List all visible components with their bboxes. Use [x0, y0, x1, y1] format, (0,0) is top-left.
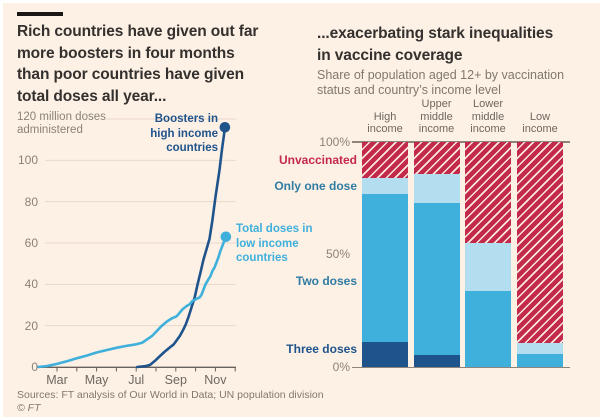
y-tick-label-20: 20 [24, 318, 38, 333]
bar-low-income [517, 142, 563, 367]
bar-segment-two-doses [465, 290, 511, 367]
bar-segment-unvaccinated [362, 142, 408, 178]
segment-label-two-doses: Two doses [295, 273, 357, 288]
copyright-ft: © FT [17, 402, 41, 414]
y-axis-label: 120 million doses administered [17, 111, 106, 136]
bar-segment-three-doses [413, 354, 460, 367]
y-tick-label-40: 40 [24, 277, 38, 292]
series-end-dot-1 [220, 231, 232, 243]
bar-segment-unvaccinated [413, 142, 460, 174]
y-tick-label-100: 100 [17, 153, 38, 168]
bar-chart-top-axis [352, 141, 570, 143]
column-header-4: Low income [522, 110, 558, 136]
segment-label-three-doses: Three doses [286, 341, 357, 356]
bar-segment-unvaccinated [517, 142, 563, 344]
bar-segment-only-one-dose [517, 343, 563, 354]
bar-upper-middle-income [413, 142, 460, 367]
segment-label-unvaccinated: Unvaccinated [278, 152, 357, 167]
bar-segment-two-doses [362, 193, 408, 343]
pct-tick-50%: 50% [325, 247, 350, 262]
x-tick-label-Jul: Jul [128, 373, 145, 387]
bar-segment-only-one-dose [465, 243, 511, 291]
x-tick-label-May: May [84, 373, 109, 387]
pct-tick-0%: 0% [332, 360, 350, 374]
title-rule [17, 12, 63, 16]
bar-segment-two-doses [517, 353, 563, 367]
bar-chart-bottom-axis [352, 366, 570, 368]
pct-tick-100%: 100% [319, 134, 350, 149]
series-line-0 [135, 126, 227, 369]
bar-segment-three-doses [362, 342, 408, 367]
left-chart-title: Rich countries have given out far more b… [17, 23, 259, 105]
x-tick-label-Nov: Nov [204, 373, 227, 387]
y-tick-label-0: 0 [31, 360, 38, 374]
y-tick-label-80: 80 [24, 194, 38, 209]
x-tick-label-Sep: Sep [164, 373, 187, 387]
segment-label-only-one-dose: Only one dose [274, 178, 357, 193]
bar-segment-only-one-dose [362, 178, 408, 194]
sources-line: Sources: FT analysis of Our World in Dat… [17, 389, 324, 401]
column-header-1: High income [367, 110, 403, 136]
bar-segment-two-doses [413, 202, 460, 355]
legend-total-doses-low-income: Total doses in low income countries [236, 223, 313, 264]
bar-lower-middle-income [465, 142, 511, 367]
series-line-1 [36, 235, 228, 369]
page-top-edge [0, 0, 600, 3]
bar-segment-only-one-dose [413, 173, 460, 203]
page-left-edge [0, 0, 3, 417]
column-header-3: Lower middle income [470, 98, 506, 135]
column-header-2: Upper middle income [418, 98, 455, 135]
y-tick-label-60: 60 [24, 236, 38, 250]
bar-high-income [362, 142, 408, 367]
right-chart-subtitle: Share of population aged 12+ by vaccinat… [317, 68, 565, 97]
series-end-dot-0 [219, 121, 231, 133]
bar-segment-unvaccinated [465, 142, 511, 244]
right-chart-title: ...exacerbating stark inequalities in va… [317, 25, 554, 64]
x-tick-label-Mar: Mar [46, 373, 68, 387]
legend-boosters-high-income: Boosters in high income countries [150, 113, 218, 154]
